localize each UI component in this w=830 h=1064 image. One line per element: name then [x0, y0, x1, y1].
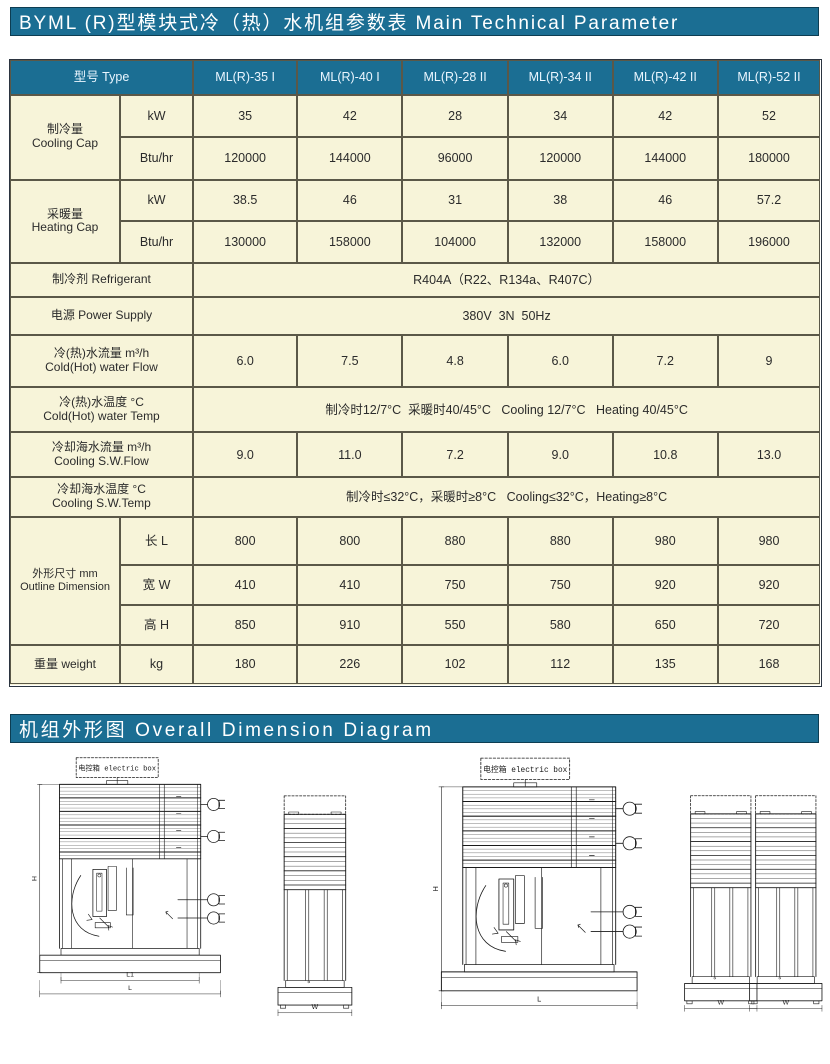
svg-text:W: W	[312, 1004, 319, 1011]
svg-text:电控箱 electric box: 电控箱 electric box	[78, 764, 156, 774]
svg-text:H: H	[32, 876, 39, 881]
svg-text:L1: L1	[126, 971, 134, 978]
svg-text:电控箱 electric box: 电控箱 electric box	[483, 764, 568, 775]
svg-text:W: W	[783, 1000, 790, 1007]
svg-text:L: L	[128, 985, 132, 992]
svg-text:H: H	[431, 886, 440, 891]
svg-text:L: L	[537, 994, 541, 1003]
svg-text:W: W	[718, 1000, 725, 1007]
